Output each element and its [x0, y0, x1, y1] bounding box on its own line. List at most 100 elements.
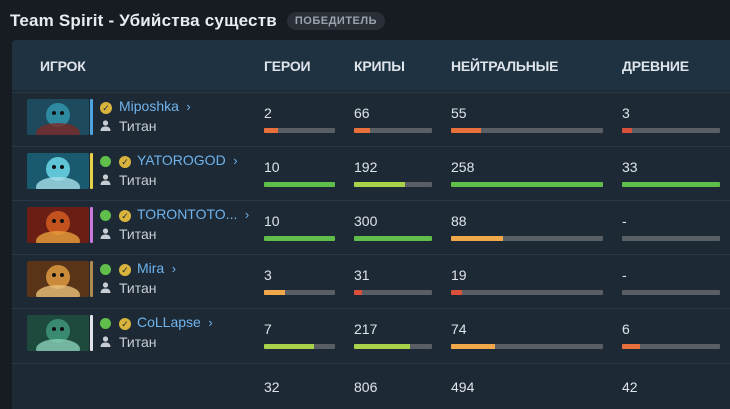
player-name-link[interactable]: Mira ›	[137, 260, 176, 276]
player-name-link[interactable]: YATOROGOD ›	[137, 152, 238, 168]
hero-portrait	[27, 261, 89, 297]
stat-neutrals-value: 258	[451, 159, 475, 175]
stat-heroes-bar	[264, 344, 335, 349]
online-status-icon	[100, 156, 111, 167]
section-title: Team Spirit - Убийства существ	[10, 11, 277, 30]
stat-heroes-value: 10	[264, 213, 280, 229]
stat-ancients-value: 6	[622, 321, 630, 337]
stat-creeps-bar-fill	[354, 236, 432, 241]
col-header-neutrals[interactable]: НЕЙТРАЛЬНЫЕ	[451, 58, 559, 74]
stat-neutrals-bar-fill	[451, 236, 503, 241]
stat-neutrals-value: 55	[451, 105, 467, 121]
stat-heroes-value: 3	[264, 267, 272, 283]
stat-neutrals-bar-fill	[451, 290, 462, 295]
stat-heroes-value: 10	[264, 159, 280, 175]
stat-ancients-bar-fill	[622, 182, 720, 187]
stat-creeps-value: 192	[354, 159, 378, 175]
table-header: ИГРОК ГЕРОИ КРИПЫ НЕЙТРАЛЬНЫЕ ДРЕВНИЕ	[12, 40, 730, 90]
person-icon	[100, 282, 111, 293]
stat-ancients-bar	[622, 182, 720, 187]
stat-creeps-bar-fill	[354, 182, 405, 187]
stat-ancients-bar-fill	[622, 344, 640, 349]
player-name: YATOROGOD	[137, 152, 226, 168]
total-neutrals: 494	[451, 379, 475, 395]
stat-ancients-value: -	[622, 267, 627, 283]
player-name-link[interactable]: Miposhka ›	[119, 98, 191, 114]
stat-neutrals-bar	[451, 290, 603, 295]
chevron-right-icon: ›	[241, 207, 250, 222]
table-row: ✓ YATOROGOD › Титан 10 192 258 33	[12, 146, 730, 200]
stat-creeps-bar	[354, 290, 432, 295]
stat-heroes-bar	[264, 128, 335, 133]
stat-ancients-bar	[622, 344, 720, 349]
player-color-indicator	[90, 315, 93, 351]
stat-neutrals-bar-fill	[451, 182, 603, 187]
hero-portrait	[27, 99, 89, 135]
player-color-indicator	[90, 153, 93, 189]
total-creeps: 806	[354, 379, 378, 395]
stat-heroes-bar-fill	[264, 182, 335, 187]
stat-creeps-bar-fill	[354, 290, 362, 295]
stat-heroes-value: 7	[264, 321, 272, 337]
table-row: ✓ Mira › Титан 3 31 19 -	[12, 254, 730, 308]
chevron-right-icon: ›	[204, 315, 213, 330]
hero-portrait	[27, 315, 89, 351]
stat-ancients-value: -	[622, 213, 627, 229]
stat-neutrals-bar	[451, 182, 603, 187]
col-header-player[interactable]: ИГРОК	[40, 58, 86, 74]
stat-neutrals-bar	[451, 344, 603, 349]
stat-creeps-bar	[354, 236, 432, 241]
stat-ancients-bar	[622, 236, 720, 241]
stat-creeps-bar-fill	[354, 344, 411, 349]
stat-neutrals-value: 74	[451, 321, 467, 337]
person-icon	[100, 336, 111, 347]
person-icon	[100, 174, 111, 185]
verified-check-icon: ✓	[119, 318, 131, 330]
stat-ancients-bar-fill	[622, 128, 632, 133]
col-header-heroes[interactable]: ГЕРОИ	[264, 58, 311, 74]
stat-ancients-bar	[622, 128, 720, 133]
player-name-link[interactable]: CoLLapse ›	[137, 314, 213, 330]
verified-check-icon: ✓	[100, 102, 112, 114]
table-row: ✓ CoLLapse › Титан 7 217 74 6	[12, 308, 730, 362]
section-header: Team Spirit - Убийства существ ПОБЕДИТЕЛ…	[10, 9, 386, 33]
stat-heroes-bar	[264, 236, 335, 241]
stat-neutrals-bar	[451, 236, 603, 241]
col-header-creeps[interactable]: КРИПЫ	[354, 58, 405, 74]
stat-creeps-bar-fill	[354, 128, 370, 133]
player-color-indicator	[90, 261, 93, 297]
person-icon	[100, 120, 111, 131]
col-header-ancients[interactable]: ДРЕВНИЕ	[622, 58, 689, 74]
stat-ancients-value: 3	[622, 105, 630, 121]
hero-portrait	[27, 207, 89, 243]
stat-ancients-value: 33	[622, 159, 638, 175]
stat-neutrals-bar	[451, 128, 603, 133]
player-role: Титан	[119, 226, 157, 242]
stat-heroes-bar-fill	[264, 236, 335, 241]
totals-divider	[12, 363, 730, 364]
player-role: Титан	[119, 280, 157, 296]
stat-creeps-bar	[354, 182, 432, 187]
verified-check-icon: ✓	[119, 156, 131, 168]
stat-creeps-bar	[354, 344, 432, 349]
verified-check-icon: ✓	[119, 264, 131, 276]
total-heroes: 32	[264, 379, 280, 395]
player-name: Mira	[137, 260, 165, 276]
stat-heroes-bar	[264, 290, 335, 295]
total-ancients: 42	[622, 379, 638, 395]
stat-neutrals-bar-fill	[451, 128, 482, 133]
online-status-icon	[100, 264, 111, 275]
verified-check-icon: ✓	[119, 210, 131, 222]
chevron-right-icon: ›	[182, 99, 191, 114]
stat-heroes-bar-fill	[264, 290, 286, 295]
stat-neutrals-value: 19	[451, 267, 467, 283]
stat-neutrals-bar-fill	[451, 344, 496, 349]
person-icon	[100, 228, 111, 239]
player-name-link[interactable]: TORONTOTO... ›	[137, 206, 249, 222]
stats-table: ИГРОК ГЕРОИ КРИПЫ НЕЙТРАЛЬНЫЕ ДРЕВНИЕ ✓ …	[12, 40, 730, 409]
stat-ancients-bar	[622, 290, 720, 295]
online-status-icon	[100, 318, 111, 329]
stat-creeps-value: 31	[354, 267, 370, 283]
stat-creeps-value: 300	[354, 213, 378, 229]
player-name: Miposhka	[119, 98, 179, 114]
